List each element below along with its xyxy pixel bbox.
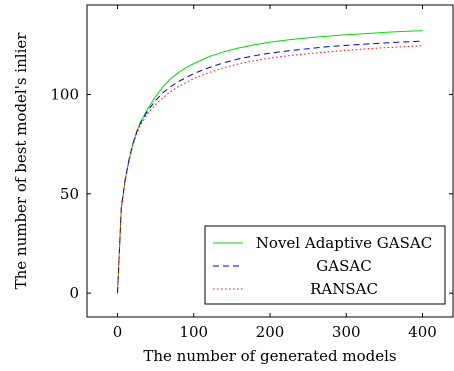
y-tick-label: 50 — [60, 185, 79, 203]
x-tick-label: 0 — [113, 323, 123, 341]
x-tick-label: 100 — [179, 323, 208, 341]
y-tick-label: 100 — [50, 85, 79, 103]
legend-label-1: Novel Adaptive GASAC — [256, 234, 432, 252]
series-line-2 — [117, 40, 423, 294]
legend: Novel Adaptive GASAC GASAC RANSAC — [204, 225, 446, 305]
legend-items: Novel Adaptive GASAC GASAC RANSAC — [213, 234, 432, 298]
legend-label-2: GASAC — [316, 257, 371, 275]
y-tick-label: 0 — [69, 284, 79, 302]
x-tick-label: 200 — [256, 323, 285, 341]
x-ticks: 0 100 200 300 400 — [113, 5, 437, 341]
legend-label-3: RANSAC — [310, 280, 378, 298]
series-layer — [117, 30, 423, 294]
x-tick-label: 400 — [408, 323, 437, 341]
y-axis-label: The number of best model's inlier — [12, 32, 30, 290]
y-ticks: 0 50 100 — [50, 85, 453, 302]
series-line-3 — [117, 45, 423, 294]
legend-box — [204, 225, 446, 305]
x-axis-label: The number of generated models — [143, 347, 396, 365]
x-tick-label: 300 — [332, 323, 361, 341]
